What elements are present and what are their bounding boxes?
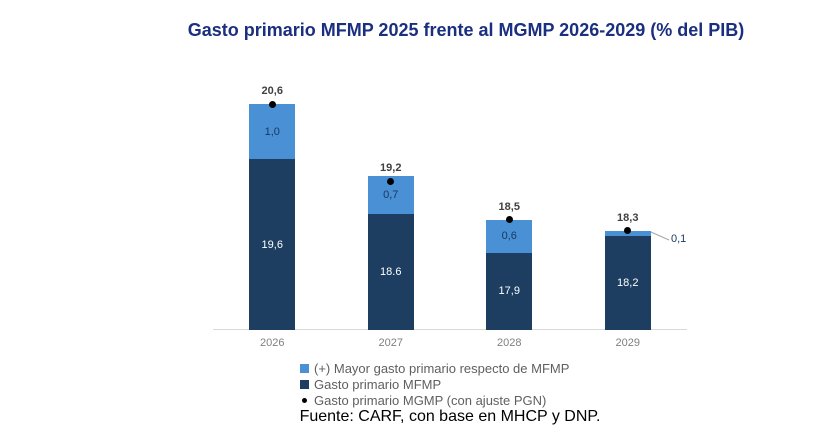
x-axis-line bbox=[213, 329, 687, 330]
legend-label: Gasto primario MGMP (con ajuste PGN) bbox=[314, 392, 547, 408]
mgmp-marker-dot-2029 bbox=[624, 227, 632, 235]
plot-area: 19,6 1,0 20,6 2026 18.6 0,7 19,2 2027 17,9 0,6 18,… bbox=[213, 82, 687, 349]
mgmp-marker-dot-2028 bbox=[505, 216, 513, 224]
bar-segment-mfmp-2026 bbox=[249, 159, 296, 330]
x-axis-label-2026: 2026 bbox=[260, 337, 285, 349]
bar-segment-mfmp-2027 bbox=[367, 214, 414, 330]
legend-item-mayor-gasto: (+) Mayor gasto primario respecto de MFM… bbox=[300, 360, 569, 376]
bar-value-label-mfmp-2027: 18.6 bbox=[380, 266, 402, 279]
bar-value-label-mfmp-2029: 18,2 bbox=[617, 277, 639, 290]
source-note: Fuente: CARF, con base en MHCP y DNP. bbox=[299, 408, 601, 425]
bar-total-label-2027: 19,2 bbox=[380, 162, 402, 175]
legend-item-gasto-mfmp: Gasto primario MFMP bbox=[300, 376, 569, 392]
bar-value-label-mayor-2028: 0,6 bbox=[501, 230, 517, 243]
legend-label: Gasto primario MFMP bbox=[314, 376, 442, 392]
bar-segment-mayor-2026 bbox=[249, 104, 296, 160]
chart-title: Gasto primario MFMP 2025 frente al MGMP … bbox=[187, 20, 745, 40]
light-blue-square-icon bbox=[300, 363, 309, 373]
x-axis-label-2027: 2027 bbox=[378, 337, 403, 349]
dark-blue-square-icon bbox=[300, 379, 309, 389]
bar-value-label-mayor-2027: 0,7 bbox=[383, 188, 399, 201]
bar-value-label-mfmp-2028: 17,9 bbox=[498, 285, 520, 298]
leader-line bbox=[650, 231, 670, 241]
x-axis-label-2029: 2029 bbox=[615, 337, 640, 349]
x-axis-label-2028: 2028 bbox=[497, 337, 522, 349]
bar-segment-mfmp-2028 bbox=[486, 252, 533, 330]
legend-label: (+) Mayor gasto primario respecto de MFM… bbox=[314, 360, 570, 376]
chart-legend: (+) Mayor gasto primario respecto de MFM… bbox=[300, 360, 569, 408]
bar-segment-mayor-2028 bbox=[486, 219, 533, 253]
bar-value-label-mayor-2026: 1,0 bbox=[264, 125, 280, 138]
bar-value-label-outside: 0,1 bbox=[671, 233, 687, 245]
bar-value-label-mfmp-2026: 19,6 bbox=[261, 238, 283, 251]
mgmp-marker-dot-2027 bbox=[387, 177, 395, 185]
legend-item-gasto-mgmp: Gasto primario MGMP (con ajuste PGN) bbox=[300, 392, 569, 408]
bar-total-label-2029: 18,3 bbox=[617, 211, 639, 224]
bar-total-label-2028: 18,5 bbox=[498, 200, 520, 213]
mgmp-marker-dot-2026 bbox=[268, 100, 276, 108]
black-dot-icon bbox=[302, 397, 307, 403]
bar-total-label-2026: 20,6 bbox=[261, 85, 283, 98]
bar-segment-mfmp-2029 bbox=[604, 236, 651, 330]
